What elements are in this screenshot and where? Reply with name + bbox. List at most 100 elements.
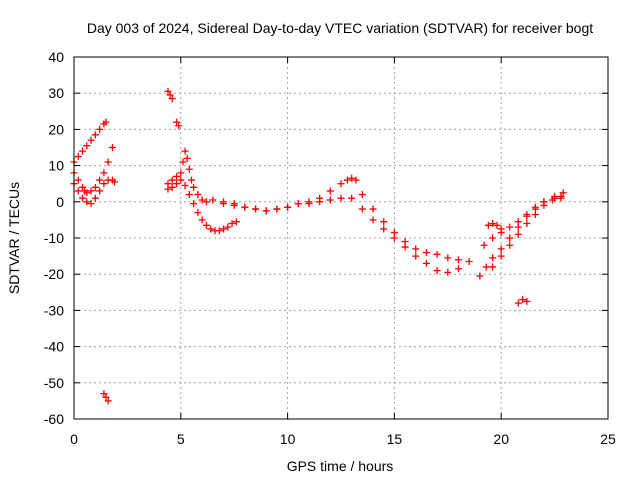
data-point [540, 201, 548, 209]
y-tick-label: -30 [44, 302, 64, 318]
data-point [209, 196, 217, 204]
data-point [230, 201, 238, 209]
data-point [506, 241, 514, 249]
data-point [489, 220, 497, 228]
data-point [531, 203, 539, 211]
data-point [168, 183, 176, 191]
data-point [91, 131, 99, 139]
data-point [337, 194, 345, 202]
data-point [401, 243, 409, 251]
data-point [484, 221, 492, 229]
data-point [96, 176, 104, 184]
chart-title: Day 003 of 2024, Sidereal Day-to-day VTE… [87, 20, 593, 36]
data-point [369, 205, 377, 213]
data-point [96, 187, 104, 195]
data-point [175, 122, 183, 130]
data-points [70, 87, 567, 405]
data-point [284, 203, 292, 211]
data-point [514, 230, 522, 238]
data-point [343, 176, 351, 184]
data-point [262, 207, 270, 215]
data-point [83, 189, 91, 197]
data-point [358, 205, 366, 213]
y-tick-label: -40 [44, 339, 64, 355]
x-tick-label: 0 [70, 431, 78, 447]
data-point [489, 254, 497, 262]
y-tick-label: -50 [44, 375, 64, 391]
data-point [224, 223, 232, 231]
data-point [422, 259, 430, 267]
series-arc-evening-d [489, 192, 565, 271]
data-point [104, 397, 112, 405]
data-point [523, 297, 531, 305]
data-point [252, 205, 260, 213]
data-point [91, 183, 99, 191]
data-point [177, 169, 185, 177]
data-point [232, 218, 240, 226]
data-point [531, 210, 539, 218]
data-point [514, 299, 522, 307]
series-arc-afternoon [294, 194, 473, 276]
data-point [337, 180, 345, 188]
data-point [433, 250, 441, 258]
data-point [497, 252, 505, 260]
data-point [294, 200, 302, 208]
data-point [102, 393, 110, 401]
data-point [102, 118, 110, 126]
data-point [194, 191, 202, 199]
y-tick-label: 0 [56, 194, 64, 210]
data-point [326, 187, 334, 195]
data-point [177, 176, 185, 184]
data-point [326, 196, 334, 204]
data-point [444, 268, 452, 276]
data-point [220, 200, 228, 208]
data-point [173, 180, 181, 188]
data-point [380, 225, 388, 233]
x-tick-label: 25 [600, 431, 616, 447]
data-point [190, 200, 198, 208]
data-point [79, 147, 87, 155]
series-arc-midday [220, 174, 462, 264]
data-point [198, 216, 206, 224]
data-point [168, 95, 176, 103]
data-point [497, 225, 505, 233]
data-point [465, 258, 473, 266]
data-point [202, 221, 210, 229]
data-point [305, 200, 313, 208]
data-point [514, 218, 522, 226]
data-point [412, 245, 420, 253]
data-point [454, 256, 462, 264]
series-arc-evening-c [484, 220, 505, 233]
y-tick-labels: 40 30 20 10 0 -10 -20 -30 -40 -50 -60 [44, 49, 64, 427]
data-point [551, 192, 559, 200]
data-point [493, 221, 501, 229]
data-point [164, 87, 172, 95]
data-point [181, 147, 189, 155]
y-axis-label: SDTVAR / TECUs [6, 182, 22, 294]
series-arc-early-mid [70, 144, 116, 197]
series-arc-morning-high [164, 87, 183, 130]
series-arc-evening-b [480, 189, 567, 249]
data-point [519, 296, 527, 304]
data-point [523, 210, 531, 218]
data-point [185, 191, 193, 199]
data-point [111, 178, 119, 186]
x-tick-labels: 0 5 10 15 20 25 [70, 431, 616, 447]
data-point [83, 142, 91, 150]
data-point [104, 158, 112, 166]
axis-ticks [73, 56, 609, 420]
data-point [433, 267, 441, 275]
data-point [241, 203, 249, 211]
data-point [489, 263, 497, 271]
data-point [352, 176, 360, 184]
data-point [273, 205, 281, 213]
y-tick-label: 20 [48, 121, 64, 137]
y-tick-label: -20 [44, 266, 64, 282]
data-point [108, 144, 116, 151]
y-tick-label: 30 [48, 85, 64, 101]
data-point [506, 223, 514, 231]
data-point [228, 220, 236, 228]
data-point [207, 225, 215, 233]
data-point [348, 174, 356, 182]
